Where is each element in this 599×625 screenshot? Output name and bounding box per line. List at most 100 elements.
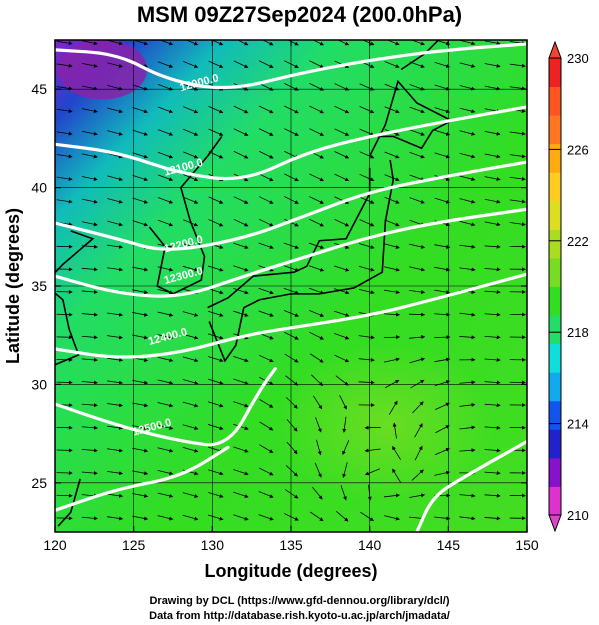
wind-streamline [157,219,174,227]
wind-streamline [157,84,174,91]
wind-streamline [81,471,98,476]
wind-streamline [459,312,476,317]
wind-streamline [334,105,350,114]
wind-streamline [459,107,476,114]
wind-streamline [484,357,501,362]
wind-streamline [258,150,274,159]
wind-streamline [81,425,98,430]
wind-streamline [383,289,400,295]
wind-streamline [434,312,451,317]
wind-streamline [258,310,274,317]
height-contour [55,445,230,512]
colorbar-segment [549,286,561,316]
wind-streamline [132,470,149,476]
wind-streamline [359,196,375,204]
wind-streamline [182,514,199,521]
wind-streamline [208,514,224,521]
wind-streamline [414,423,423,438]
wind-streamline [56,86,73,91]
wind-streamline [509,86,526,91]
wind-streamline [364,468,381,476]
wind-streamline [284,60,299,68]
latitude-tick-label: 40 [31,180,47,196]
wind-streamline [314,462,322,478]
wind-streamline [384,266,400,272]
wind-streamline [484,380,501,385]
wind-streamline [309,173,324,182]
wind-streamline [132,447,149,453]
wind-streamline [283,242,300,249]
wind-streamline [409,197,425,204]
wind-streamline [484,153,501,159]
wind-streamline [484,312,501,317]
wind-streamline [106,516,124,521]
wind-streamline [106,357,124,362]
wind-streamline [409,289,426,295]
wind-streamline [434,470,451,476]
wind-streamline [56,131,73,136]
wind-streamline [459,62,476,68]
wind-streamline [434,107,451,114]
wind-streamline [208,288,224,295]
longitude-tick-label: 140 [358,537,382,553]
wind-streamline [81,244,98,249]
wind-streamline [185,40,199,46]
wind-streamline [411,469,424,481]
wind-streamline [284,128,299,136]
wind-streamline [284,489,299,499]
wind-streamline [132,402,149,408]
wind-streamline [258,354,274,363]
wind-streamline [434,244,451,249]
wind-streamline [81,130,98,136]
x-axis-label: Longitude (degrees) [204,561,377,581]
wind-streamline [484,448,501,453]
wind-streamline [208,60,224,68]
wind-streamline [81,85,98,91]
wind-streamline [233,60,249,68]
wind-streamline [359,83,375,91]
height-contour [415,439,527,532]
wind-streamline [309,128,324,136]
wind-streamline [358,380,375,385]
wind-streamline [334,151,350,159]
colorbar-segment [549,172,561,202]
wind-streamline [384,243,400,249]
wind-streamline [435,402,450,411]
wind-streamline [284,83,299,91]
wind-streamline [132,334,149,340]
wind-streamline [409,243,426,249]
colorbar-segment [549,200,561,230]
wind-streamline [258,467,274,476]
wind-streamline [107,152,123,159]
wind-streamline [56,40,73,46]
wind-streamline [81,290,98,295]
wind-streamline [459,402,476,407]
colorbar-tick-label: 226 [567,142,589,157]
wind-streamline [233,218,249,227]
wind-streamline [56,176,73,181]
wind-streamline [360,511,375,522]
wind-streamline [434,335,451,340]
wind-streamline [81,357,98,362]
wind-streamline [459,516,476,521]
wind-streamline [81,62,98,68]
wind-streamline [361,40,375,46]
wind-streamline [106,335,124,340]
wind-streamline [208,151,224,159]
wind-streamline [183,151,199,159]
coastline [148,135,223,295]
wind-streamline [359,243,375,249]
wind-streamline [107,107,123,114]
wind-streamline [459,175,476,181]
wind-streamline [385,379,400,389]
wind-streamline [157,447,174,453]
wind-streamline [459,153,476,159]
wind-streamline [208,310,224,317]
wind-streamline [509,131,526,136]
wind-streamline [509,199,526,204]
height-contour [55,272,527,359]
wind-streamline [208,424,224,430]
wind-streamline [283,309,299,317]
wind-streamline [258,173,274,182]
